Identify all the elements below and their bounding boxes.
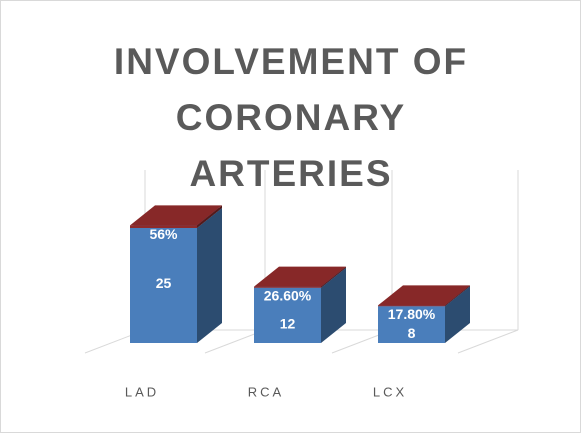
bar-top: [378, 285, 470, 306]
bar-side: [445, 285, 470, 307]
bar-side: [197, 208, 222, 343]
x-tick-label: LAD: [125, 384, 159, 399]
bar-segment: [130, 205, 222, 228]
data-label: 12: [280, 315, 296, 331]
data-label: 25: [156, 275, 172, 291]
bar-front: [254, 287, 321, 343]
bar-top: [254, 266, 346, 287]
data-label: 56%: [149, 226, 178, 242]
bar-front: [130, 228, 197, 343]
bar-side: [445, 286, 470, 343]
bar-top: [130, 205, 222, 226]
data-label: 17.80%: [388, 306, 436, 322]
bar-segment: [378, 285, 470, 307]
bar-side: [197, 205, 222, 228]
bar-side: [321, 266, 346, 288]
chart-title: INVOLVEMENT OF CORONARY ARTERIES: [113, 41, 469, 194]
bar-side: [321, 267, 346, 343]
bar-front: [254, 286, 321, 288]
x-tick-label: RCA: [248, 384, 284, 399]
bar-segment: [254, 266, 346, 288]
bar-front: [378, 306, 445, 343]
x-tick-label: LCX: [373, 384, 407, 399]
bar-front: [130, 225, 197, 228]
data-label: 8: [408, 325, 416, 341]
bar-front: [378, 305, 445, 307]
data-label: 26.60%: [264, 287, 312, 303]
